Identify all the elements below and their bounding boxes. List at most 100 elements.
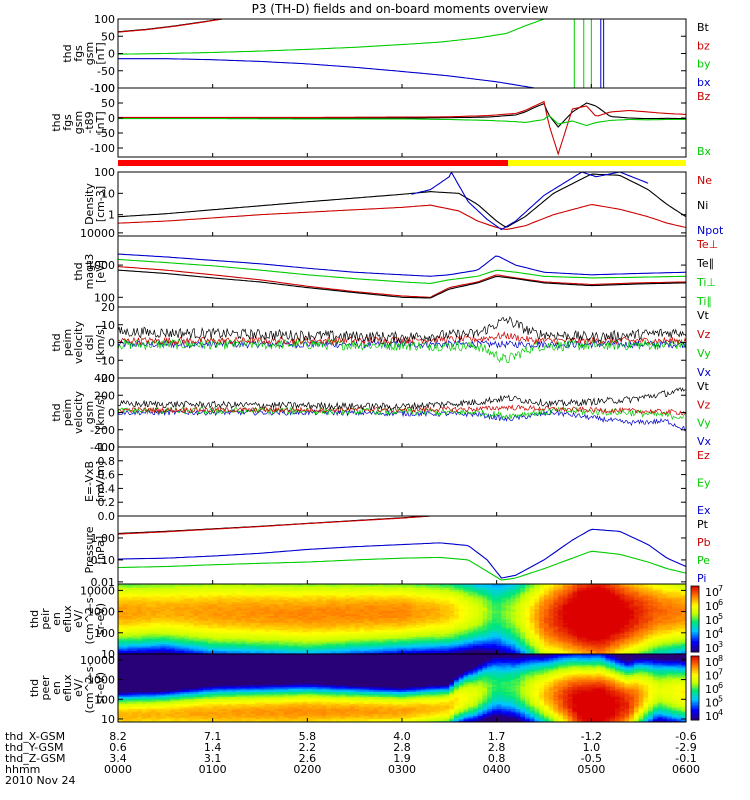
heat-cell — [629, 648, 635, 652]
heat-cell — [397, 610, 403, 613]
heat-cell — [222, 629, 228, 632]
heat-cell — [170, 638, 176, 641]
heat-cell — [463, 613, 469, 617]
heat-cell — [454, 622, 460, 625]
heat-cell — [226, 619, 233, 622]
heat-cell — [662, 647, 668, 650]
heat-cell — [316, 622, 323, 625]
heat-cell — [529, 615, 536, 618]
heat-cell — [174, 584, 181, 587]
heat-cell — [331, 636, 337, 639]
heat-cell — [307, 638, 313, 641]
heat-cell — [349, 603, 356, 606]
heat-cell — [241, 643, 247, 646]
heat-cell — [397, 615, 403, 618]
heat-cell — [331, 613, 337, 617]
heat-cell — [534, 585, 540, 589]
heat-cell — [501, 631, 507, 634]
heat-cell — [260, 589, 266, 592]
heat-cell — [293, 636, 299, 639]
heat-cell — [662, 640, 668, 643]
heat-cell — [553, 648, 559, 652]
heat-cell — [454, 592, 460, 596]
heat-cell — [212, 634, 218, 638]
heat-cell — [160, 589, 166, 592]
heat-cell — [662, 638, 668, 641]
heat-cell — [226, 617, 233, 620]
heat-cell — [340, 643, 346, 646]
heat-cell — [600, 615, 607, 618]
heat-cell — [449, 585, 455, 589]
heat-cell — [572, 641, 578, 645]
heat-cell — [165, 591, 171, 594]
heat-cell — [373, 648, 379, 652]
heat-cell — [278, 626, 285, 629]
heat-cell — [444, 601, 450, 604]
heat-cell — [203, 599, 209, 603]
heat-cell — [638, 636, 644, 639]
heat-cell — [652, 598, 659, 601]
heat-cell — [264, 647, 271, 650]
heat-cell — [141, 612, 147, 615]
heat-cell — [288, 591, 294, 594]
heat-cell — [615, 606, 621, 610]
heat-cell — [468, 622, 474, 625]
heat-cell — [236, 638, 242, 641]
heat-cell — [264, 605, 271, 608]
heat-cell — [510, 587, 517, 590]
heat-cell — [619, 634, 626, 638]
heat-cell — [255, 631, 261, 634]
heat-cell — [643, 624, 649, 627]
heat-cell — [297, 598, 304, 601]
heat-cell — [544, 626, 550, 629]
heat-cell — [633, 627, 640, 631]
heat-cell — [321, 641, 327, 645]
heat-cell — [449, 626, 455, 629]
heat-cell — [515, 612, 521, 615]
heat-cell — [236, 598, 242, 601]
heat-cell — [638, 591, 644, 594]
heat-cell — [501, 640, 507, 643]
heat-cell — [136, 584, 143, 587]
heat-cell — [174, 629, 181, 632]
heat-cell — [482, 641, 488, 645]
heat-cell — [586, 615, 592, 618]
heat-cell — [610, 603, 616, 606]
heat-cell — [553, 608, 559, 611]
heat-cell — [359, 615, 365, 618]
heat-cell — [198, 626, 204, 629]
heat-cell — [269, 620, 275, 624]
heat-cell — [207, 608, 214, 611]
heat-cell — [402, 640, 408, 643]
heat-cell — [397, 638, 403, 641]
heat-cell — [326, 640, 332, 643]
heat-cell — [577, 626, 583, 629]
heat-cell — [615, 592, 621, 596]
heat-cell — [122, 613, 129, 617]
heat-cell — [141, 636, 147, 639]
heat-cell — [463, 643, 469, 646]
heat-cell — [449, 613, 455, 617]
heat-cell — [435, 615, 441, 618]
heat-cell — [562, 615, 569, 618]
heat-cell — [170, 603, 176, 606]
heat-cell — [515, 619, 521, 622]
heat-cell — [226, 627, 233, 631]
heat-cell — [340, 650, 346, 653]
heat-cell — [118, 636, 124, 639]
heat-cell — [520, 640, 526, 643]
heat-cell — [553, 622, 559, 625]
heat-cell — [562, 638, 569, 641]
heat-cell — [198, 622, 204, 625]
heat-cell — [624, 615, 630, 618]
heat-cell — [454, 634, 460, 638]
heat-cell — [548, 626, 555, 629]
heat-cell — [548, 634, 555, 638]
heat-cell — [501, 606, 507, 610]
heat-cell — [293, 634, 299, 638]
heat-cell — [671, 626, 678, 629]
heat-cell — [567, 605, 573, 608]
heat-cell — [203, 603, 209, 606]
heat-cell — [179, 641, 185, 645]
heat-cell — [397, 601, 403, 604]
